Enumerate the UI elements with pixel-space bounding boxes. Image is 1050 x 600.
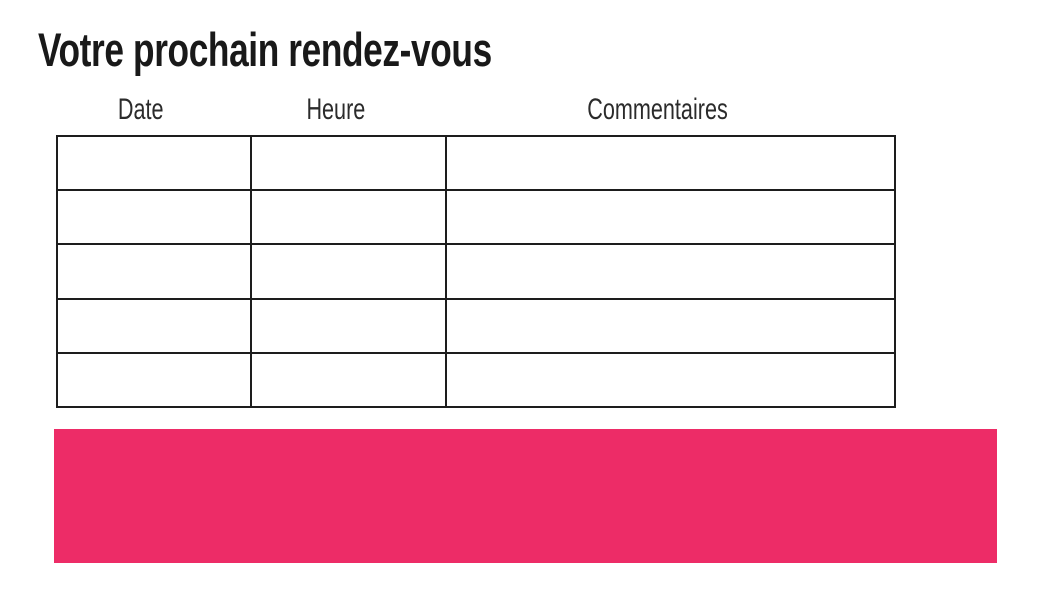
column-header-commentaires: Commentaires xyxy=(587,93,728,126)
table-row xyxy=(56,243,896,300)
table-row xyxy=(56,297,896,354)
table-cell xyxy=(56,189,252,246)
highlight-bar xyxy=(54,429,997,563)
table-cell xyxy=(56,243,252,300)
table-cell xyxy=(445,243,896,300)
table-cell xyxy=(56,134,252,192)
table-cell xyxy=(250,351,447,409)
table-cell xyxy=(445,297,896,354)
table-row xyxy=(56,134,896,192)
table-cell xyxy=(445,189,896,246)
table-cell xyxy=(250,297,447,354)
table-header-row: Date Heure Commentaires xyxy=(56,92,894,128)
column-header-date: Date xyxy=(118,93,164,126)
table-cell xyxy=(445,351,896,409)
column-header-heure-cell: Heure xyxy=(250,92,445,128)
table-cell xyxy=(56,297,252,354)
table-row xyxy=(56,351,896,409)
table-cell xyxy=(445,134,896,192)
table-cell xyxy=(250,189,447,246)
column-header-commentaires-cell: Commentaires xyxy=(445,92,894,128)
column-header-date-cell: Date xyxy=(56,92,250,128)
appointments-table xyxy=(56,134,896,409)
column-header-heure: Heure xyxy=(306,93,365,126)
page-title: Votre prochain rendez-vous xyxy=(38,23,492,76)
table-row xyxy=(56,189,896,246)
table-cell xyxy=(250,134,447,192)
table-cell xyxy=(250,243,447,300)
appointments-table-body xyxy=(56,134,896,409)
table-cell xyxy=(56,351,252,409)
